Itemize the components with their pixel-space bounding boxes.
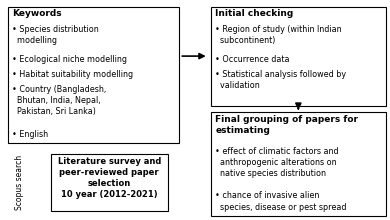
Text: • Habitat suitability modelling: • Habitat suitability modelling: [12, 70, 134, 79]
Text: Initial checking: Initial checking: [215, 9, 294, 18]
Text: Keywords: Keywords: [12, 9, 62, 18]
Text: • English: • English: [12, 130, 49, 139]
Text: • Statistical analysis followed by
  validation: • Statistical analysis followed by valid…: [215, 70, 346, 90]
Text: • Country (Bangladesh,
  Bhutan, India, Nepal,
  Pakistan, Sri Lanka): • Country (Bangladesh, Bhutan, India, Ne…: [12, 85, 107, 116]
FancyBboxPatch shape: [211, 7, 386, 106]
FancyBboxPatch shape: [51, 154, 168, 211]
Text: • Occurrence data: • Occurrence data: [215, 55, 290, 64]
Text: • effect of climatic factors and
  anthropogenic alterations on
  native species: • effect of climatic factors and anthrop…: [215, 147, 339, 178]
Text: • Region of study (within Indian
  subcontinent): • Region of study (within Indian subcont…: [215, 25, 342, 45]
FancyBboxPatch shape: [8, 7, 179, 143]
Text: • Species distribution
  modelling: • Species distribution modelling: [12, 25, 99, 45]
FancyBboxPatch shape: [211, 112, 386, 216]
Text: • chance of invasive alien
  species, disease or pest spread: • chance of invasive alien species, dise…: [215, 191, 347, 211]
Text: • Ecological niche modelling: • Ecological niche modelling: [12, 55, 128, 64]
Text: Final grouping of papers for
estimating: Final grouping of papers for estimating: [215, 115, 358, 135]
Text: Scopus search: Scopus search: [15, 155, 24, 210]
Text: Literature survey and
peer-reviewed paper
selection
10 year (2012-2021): Literature survey and peer-reviewed pape…: [57, 157, 161, 199]
